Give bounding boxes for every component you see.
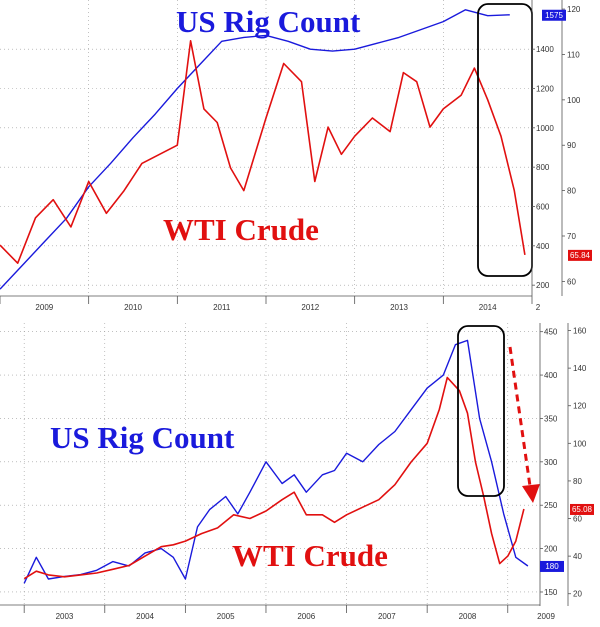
top-gridlines <box>0 0 532 295</box>
top-left-tick-label-4: 1000 <box>536 124 554 133</box>
top-x-tick-label-1: 2010 <box>124 303 142 312</box>
bot-series-us-rig-count <box>23 339 529 584</box>
top-badge-bg-0 <box>542 9 566 21</box>
bot-x-tick-label-3: 2006 <box>297 612 315 621</box>
bot-left-tick-label-6: 450 <box>544 328 558 337</box>
bottom-series-lines <box>23 339 529 584</box>
bot-x-tick-label-4: 2007 <box>378 612 396 621</box>
bot-right-tick-label-2: 60 <box>573 515 582 524</box>
top-badge-label-0: 1575 <box>545 11 563 20</box>
top-right-axis: 60 70 80 90 100 110 120 <box>561 0 581 296</box>
bot-badge-label-1: 65.08 <box>572 505 593 514</box>
top-x-tick-label-6: 2 <box>536 303 541 312</box>
bot-right-tick-label-7: 160 <box>573 327 587 336</box>
top-right-tick-label-4: 100 <box>567 96 581 105</box>
bot-right-tick-label-5: 120 <box>573 402 587 411</box>
top-left-tick-label-5: 1200 <box>536 85 554 94</box>
top-right-tick-label-2: 80 <box>567 187 576 196</box>
bottom-right-axis: 20 40 60 80 100 120 140 160 <box>567 323 587 606</box>
bot-badge-label-0: 180 <box>545 562 559 571</box>
top-us-rig-count-label: US Rig Count <box>176 4 361 39</box>
bot-right-tick-label-3: 80 <box>573 477 582 486</box>
bot-right-tick-label-6: 140 <box>573 364 587 373</box>
top-series-wti-crude <box>0 39 526 265</box>
bottom-chart-panel: 150 200 250 300 350 400 450 20 40 60 80 100 120 140 1… <box>0 323 594 621</box>
top-right-tick-label-6: 120 <box>567 5 581 14</box>
top-wti-crude-label: WTI Crude <box>163 212 319 247</box>
top-left-tick-label-0: 200 <box>536 281 550 290</box>
bot-badge-bg-0 <box>540 560 564 572</box>
top-x-tick-label-0: 2009 <box>35 303 53 312</box>
top-right-tick-label-0: 60 <box>567 277 576 286</box>
bottom-x-axis: 2003 2004 2005 2006 2007 2008 2009 <box>0 604 555 621</box>
bot-x-tick-label-1: 2004 <box>136 612 154 621</box>
top-series-lines <box>0 9 526 290</box>
bot-left-tick-label-3: 300 <box>544 458 558 467</box>
bot-right-tick-label-4: 100 <box>573 439 587 448</box>
bot-left-tick-label-5: 400 <box>544 371 558 380</box>
bottom-arrow-head <box>522 484 540 503</box>
bot-badge-bg-1 <box>570 503 594 515</box>
top-badge-bg-1 <box>568 249 592 261</box>
top-left-tick-label-2: 600 <box>536 203 550 212</box>
top-x-tick-label-4: 2013 <box>390 303 408 312</box>
bot-right-tick-label-1: 40 <box>573 552 582 561</box>
top-left-tick-label-1: 400 <box>536 242 550 251</box>
bottom-wti-crude-label: WTI Crude <box>232 538 388 573</box>
top-x-tick-label-3: 2012 <box>301 303 319 312</box>
bottom-plot-area <box>0 323 540 605</box>
bottom-last-value-badges: 180 65.08 <box>540 503 594 572</box>
bot-right-tick-label-0: 20 <box>573 590 582 599</box>
top-x-axis: 2009 2010 2011 2012 2013 2014 2 <box>0 295 541 312</box>
top-last-value-badges: 1575 65.84 <box>542 9 592 261</box>
top-right-tick-label-3: 90 <box>567 141 576 150</box>
bottom-us-rig-count-label: US Rig Count <box>50 420 235 455</box>
bottom-highlight-box <box>457 325 505 497</box>
bot-left-tick-label-4: 350 <box>544 414 558 423</box>
top-right-tick-label-5: 110 <box>567 50 580 59</box>
bot-x-tick-label-0: 2003 <box>56 612 74 621</box>
top-badge-label-1: 65.84 <box>570 251 591 260</box>
top-left-axis: 200 400 600 800 1000 1200 1400 <box>531 0 554 296</box>
top-right-tick-label-1: 70 <box>567 232 576 241</box>
bot-left-tick-label-1: 200 <box>544 545 558 554</box>
bot-x-tick-label-5: 2008 <box>459 612 477 621</box>
top-left-tick-label-6: 1400 <box>536 45 554 54</box>
bot-left-tick-label-2: 250 <box>544 501 558 510</box>
bot-series-wti-crude <box>23 376 525 580</box>
top-x-tick-label-5: 2014 <box>479 303 497 312</box>
bottom-gridlines <box>0 323 540 605</box>
top-x-tick-label-2: 2011 <box>213 303 231 312</box>
bot-left-tick-label-0: 150 <box>544 588 558 597</box>
top-left-tick-label-3: 800 <box>536 163 550 172</box>
bot-x-tick-label-6: 2009 <box>537 612 555 621</box>
bottom-left-axis: 150 200 250 300 350 400 450 <box>539 323 558 606</box>
bot-x-tick-label-2: 2005 <box>217 612 235 621</box>
